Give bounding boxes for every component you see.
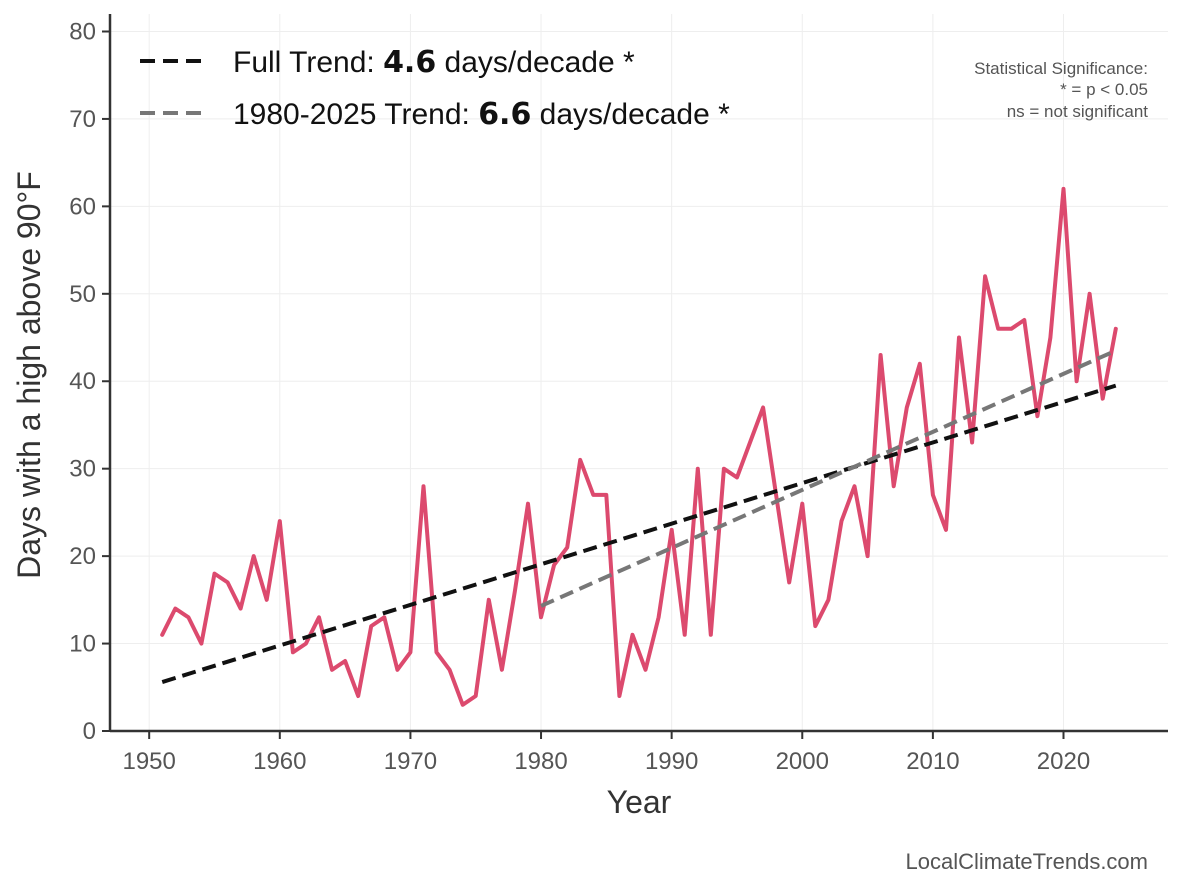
x-tick-label-1990: 1990 (645, 748, 698, 775)
legend-full-trend-label: Full Trend: 4.6 days/decade * (233, 45, 635, 80)
x-tick-label-1980: 1980 (514, 748, 567, 775)
legend-recent-trend-prefix: 1980-2025 Trend: (233, 98, 478, 131)
x-tick-label-2010: 2010 (906, 748, 959, 775)
legend-full-trend-value: 4.6 (383, 45, 436, 80)
tick-marks: 0 10 20 30 40 50 60 70 80 1950 1960 1970 1980 1990 200… (69, 18, 1090, 775)
y-tick-label-0: 0 (83, 718, 96, 745)
x-tick-label-2000: 2000 (776, 748, 829, 775)
significance-p-value: * = p < 0.05 (1060, 80, 1148, 99)
trend-lines (161, 348, 1117, 684)
series-line-0 (160, 186, 1118, 707)
x-tick-label-1950: 1950 (122, 748, 175, 775)
site-credit: LocalClimateTrends.com (906, 849, 1149, 874)
x-tick-label-1960: 1960 (253, 748, 306, 775)
y-tick-label-80: 80 (69, 18, 96, 45)
significance-title: Statistical Significance: (974, 59, 1148, 78)
y-tick-label-70: 70 (69, 106, 96, 133)
legend-recent-trend-suffix: days/decade * (531, 98, 730, 131)
y-tick-label-30: 30 (69, 456, 96, 483)
axes (108, 14, 1168, 733)
y-tick-label-10: 10 (69, 631, 96, 658)
y-tick-label-60: 60 (69, 193, 96, 220)
legend-recent-trend-value: 6.6 (478, 97, 531, 132)
legend: Full Trend: 4.6 days/decade * 1980-2025 … (140, 45, 730, 132)
x-tick-label-1970: 1970 (384, 748, 437, 775)
x-tick-label-2020: 2020 (1037, 748, 1090, 775)
y-tick-label-20: 20 (69, 543, 96, 570)
y-tick-label-50: 50 (69, 281, 96, 308)
recent-trend-line (540, 348, 1117, 608)
significance-note: Statistical Significance: * = p < 0.05 n… (974, 59, 1148, 121)
data-series (160, 186, 1118, 707)
legend-full-trend-suffix: days/decade * (436, 46, 635, 79)
x-axis-title: Year (607, 784, 672, 820)
legend-full-trend-prefix: Full Trend: (233, 46, 383, 79)
significance-ns: ns = not significant (1007, 102, 1149, 121)
y-tick-label-40: 40 (69, 368, 96, 395)
legend-recent-trend-label: 1980-2025 Trend: 6.6 days/decade * (233, 97, 730, 132)
full-trend-line (161, 383, 1117, 684)
y-axis-title: Days with a high above 90°F (11, 171, 47, 579)
